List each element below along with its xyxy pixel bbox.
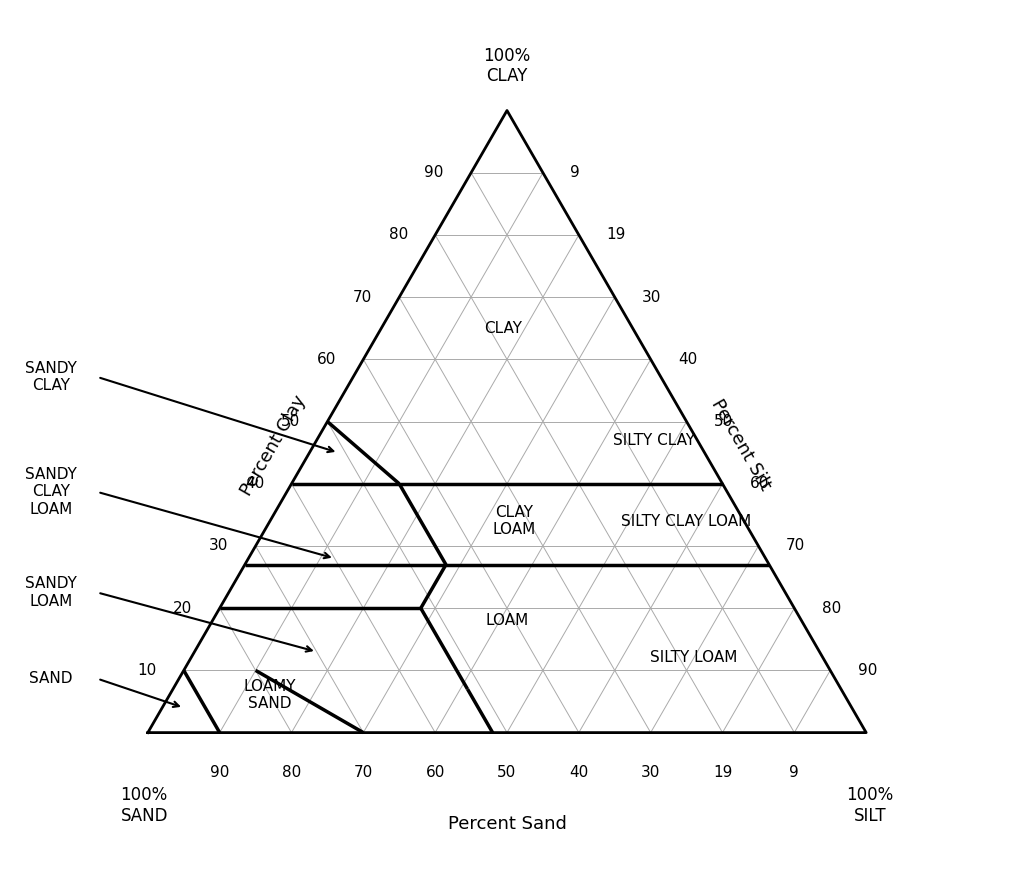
Text: 50: 50 <box>498 765 516 780</box>
Text: SANDY
LOAM: SANDY LOAM <box>25 576 77 608</box>
Text: LOAMY
SAND: LOAMY SAND <box>243 679 296 712</box>
Text: Percent Sand: Percent Sand <box>447 815 567 833</box>
Text: 100%
CLAY: 100% CLAY <box>484 47 530 85</box>
Text: 80: 80 <box>821 600 841 616</box>
Text: 80: 80 <box>282 765 301 780</box>
Text: 60: 60 <box>316 352 336 367</box>
Text: 40: 40 <box>245 476 265 491</box>
Text: 100%
SAND: 100% SAND <box>121 786 168 826</box>
Text: 40: 40 <box>569 765 588 780</box>
Text: 9: 9 <box>790 765 799 780</box>
Text: 90: 90 <box>425 165 444 180</box>
Text: 30: 30 <box>642 289 661 305</box>
Text: 30: 30 <box>209 539 228 554</box>
Text: 40: 40 <box>678 352 698 367</box>
Text: Percent Silt: Percent Silt <box>707 396 774 494</box>
Text: SILTY LOAM: SILTY LOAM <box>650 651 737 666</box>
Text: 60: 60 <box>749 476 770 491</box>
Text: 90: 90 <box>858 663 877 678</box>
Text: 100%
SILT: 100% SILT <box>846 786 893 826</box>
Text: 60: 60 <box>426 765 445 780</box>
Text: 9: 9 <box>570 165 580 180</box>
Text: SANDY
CLAY: SANDY CLAY <box>25 361 77 394</box>
Text: 50: 50 <box>714 414 733 429</box>
Text: 30: 30 <box>641 765 660 780</box>
Text: 20: 20 <box>173 600 193 616</box>
Text: 90: 90 <box>210 765 229 780</box>
Text: 70: 70 <box>786 539 805 554</box>
Text: 80: 80 <box>388 228 408 242</box>
Text: 50: 50 <box>281 414 300 429</box>
Text: CLAY
LOAM: CLAY LOAM <box>493 505 535 537</box>
Text: 10: 10 <box>137 663 156 678</box>
Text: SAND: SAND <box>29 671 73 687</box>
Text: CLAY: CLAY <box>485 321 522 335</box>
Text: SILTY CLAY LOAM: SILTY CLAY LOAM <box>622 514 751 528</box>
Text: 19: 19 <box>713 765 732 780</box>
Text: Percent Clay: Percent Clay <box>237 392 309 499</box>
Text: 70: 70 <box>353 289 372 305</box>
Text: 70: 70 <box>354 765 373 780</box>
Text: SANDY
CLAY
LOAM: SANDY CLAY LOAM <box>25 467 77 517</box>
Text: 19: 19 <box>606 228 626 242</box>
Text: LOAM: LOAM <box>486 614 528 628</box>
Text: SILTY CLAY: SILTY CLAY <box>613 433 696 448</box>
